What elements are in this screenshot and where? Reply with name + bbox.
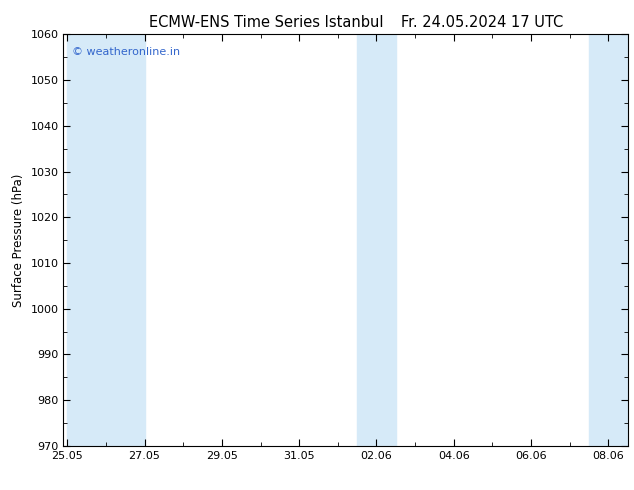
Text: Fr. 24.05.2024 17 UTC: Fr. 24.05.2024 17 UTC bbox=[401, 15, 563, 30]
Bar bbox=[357, 34, 396, 446]
Y-axis label: Surface Pressure (hPa): Surface Pressure (hPa) bbox=[12, 173, 25, 307]
Bar bbox=[67, 34, 145, 446]
Text: © weatheronline.in: © weatheronline.in bbox=[72, 47, 180, 57]
Bar bbox=[589, 34, 628, 446]
Text: ECMW-ENS Time Series Istanbul: ECMW-ENS Time Series Istanbul bbox=[149, 15, 384, 30]
